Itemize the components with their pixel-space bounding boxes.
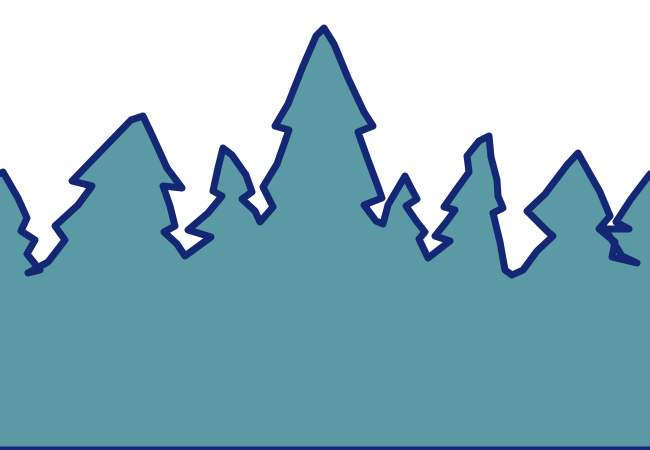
pine-tree-silhouette xyxy=(0,24,650,450)
